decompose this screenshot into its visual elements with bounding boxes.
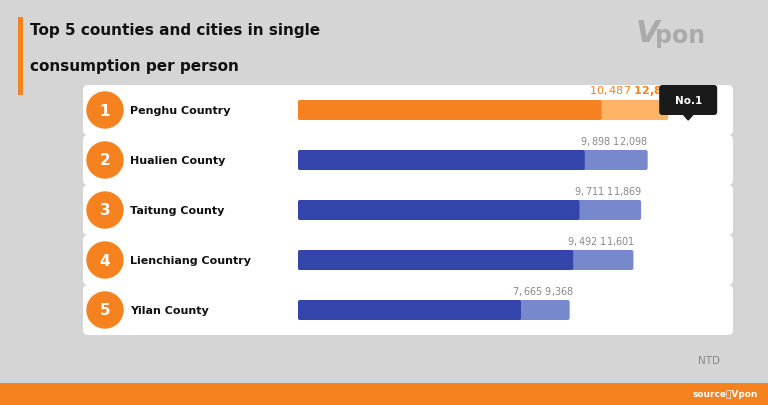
Text: NTD: NTD	[698, 355, 720, 365]
Text: $10,487 ~ $12,817: $10,487 ~ $12,817	[588, 84, 677, 98]
FancyBboxPatch shape	[0, 383, 768, 405]
Text: $9,711 ~ $11,869: $9,711 ~ $11,869	[574, 185, 643, 198]
Text: 4: 4	[100, 253, 111, 268]
FancyBboxPatch shape	[298, 101, 601, 121]
FancyBboxPatch shape	[298, 200, 641, 220]
Text: 2: 2	[100, 153, 111, 168]
Text: V: V	[636, 19, 660, 47]
FancyBboxPatch shape	[298, 101, 668, 121]
Text: source：Vpon: source：Vpon	[693, 390, 758, 399]
FancyBboxPatch shape	[18, 18, 23, 96]
Text: No.1: No.1	[674, 96, 702, 106]
Text: Yilan County: Yilan County	[130, 305, 209, 315]
FancyBboxPatch shape	[659, 86, 717, 116]
Text: Hualien County: Hualien County	[130, 156, 225, 166]
FancyBboxPatch shape	[83, 185, 733, 235]
Text: 1: 1	[100, 103, 111, 118]
Polygon shape	[681, 113, 695, 121]
Text: $9,492 ~ $11,601: $9,492 ~ $11,601	[568, 234, 635, 247]
Text: $9,898 ~ $12,098: $9,898 ~ $12,098	[580, 135, 648, 148]
Text: 5: 5	[100, 303, 111, 318]
FancyBboxPatch shape	[298, 250, 634, 270]
FancyBboxPatch shape	[298, 151, 584, 171]
Text: Top 5 counties and cities in single: Top 5 counties and cities in single	[30, 23, 320, 38]
FancyBboxPatch shape	[83, 86, 733, 136]
FancyBboxPatch shape	[298, 300, 521, 320]
FancyBboxPatch shape	[83, 235, 733, 285]
FancyBboxPatch shape	[298, 250, 573, 270]
Circle shape	[87, 292, 123, 328]
FancyBboxPatch shape	[83, 136, 733, 185]
FancyBboxPatch shape	[298, 200, 580, 220]
Text: pon: pon	[655, 24, 705, 48]
Text: Lienchiang Country: Lienchiang Country	[130, 256, 251, 265]
Text: 3: 3	[100, 203, 111, 218]
Text: Taitung County: Taitung County	[130, 205, 224, 215]
Text: Penghu Country: Penghu Country	[130, 106, 230, 116]
FancyBboxPatch shape	[298, 300, 570, 320]
Text: consumption per person: consumption per person	[30, 58, 239, 73]
Circle shape	[87, 243, 123, 278]
Text: $7,665 ~ $9,368: $7,665 ~ $9,368	[512, 284, 574, 297]
FancyBboxPatch shape	[83, 285, 733, 335]
Circle shape	[87, 143, 123, 179]
Circle shape	[87, 192, 123, 228]
Circle shape	[87, 93, 123, 129]
FancyBboxPatch shape	[298, 151, 647, 171]
